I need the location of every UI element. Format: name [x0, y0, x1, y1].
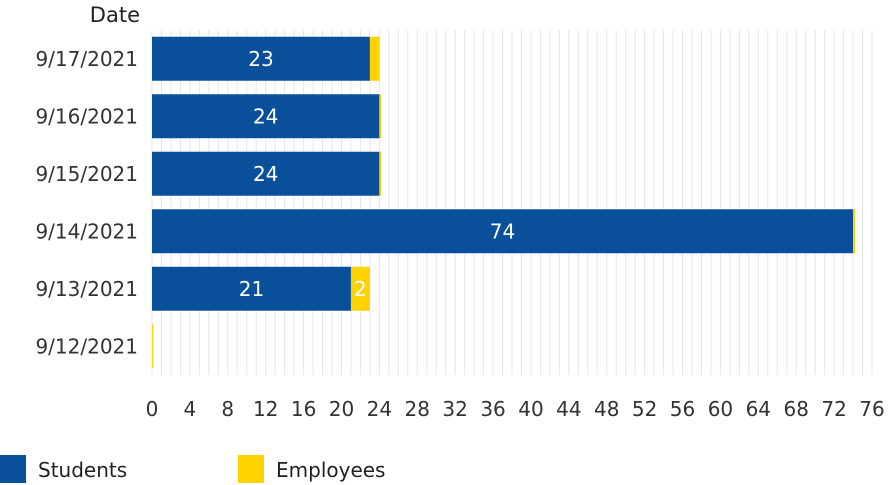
bars: 23 24 24 74 21 2 — [152, 36, 855, 369]
bar-students — [152, 266, 351, 311]
bar-value-label: 2 — [354, 277, 367, 301]
bar-employees — [379, 94, 382, 139]
bar-value-label: 23 — [248, 47, 273, 71]
grid-lines — [151, 30, 873, 375]
legend-swatch-students — [0, 455, 26, 483]
bar-employees — [350, 266, 370, 311]
x-tick-label: 68 — [783, 397, 808, 421]
legend-swatch-employees — [238, 455, 264, 483]
bar-employees — [379, 151, 382, 196]
x-tick-label: 16 — [291, 397, 316, 421]
bar-students — [152, 209, 854, 254]
y-axis-title: Date — [90, 3, 140, 27]
x-tick-label: 60 — [708, 397, 733, 421]
x-tick-label: 72 — [821, 397, 846, 421]
y-axis-labels: 9/17/2021 9/16/2021 9/15/2021 9/14/2021 9/13… — [35, 47, 138, 359]
x-tick-label: 20 — [329, 397, 354, 421]
bar-students — [152, 94, 380, 139]
x-tick-label: 40 — [518, 397, 543, 421]
y-tick-label: 9/14/2021 — [35, 219, 138, 243]
x-tick-label: 8 — [221, 397, 234, 421]
legend: Students Employees — [0, 455, 385, 483]
x-tick-label: 48 — [594, 397, 619, 421]
y-tick-label: 9/13/2021 — [35, 277, 138, 301]
x-tick-label: 56 — [670, 397, 695, 421]
legend-label-students: Students — [38, 458, 127, 482]
x-tick-label: 32 — [442, 397, 467, 421]
x-tick-label: 52 — [632, 397, 657, 421]
y-tick-label: 9/15/2021 — [35, 162, 138, 186]
x-tick-label: 12 — [253, 397, 278, 421]
bar-employees — [853, 209, 855, 254]
y-tick-label: 9/16/2021 — [35, 104, 138, 128]
x-tick-label: 28 — [405, 397, 430, 421]
x-tick-label: 76 — [859, 397, 884, 421]
bar-employees — [152, 324, 153, 369]
x-axis-labels: 0 4 8 12 16 20 24 28 32 36 40 44 48 52 56 60 64 68 72 76 — [146, 397, 885, 421]
x-tick-label: 4 — [184, 397, 197, 421]
bar-value-label: 21 — [239, 277, 264, 301]
bar-students — [152, 36, 370, 81]
x-tick-label: 64 — [746, 397, 771, 421]
legend-label-employees: Employees — [276, 458, 385, 482]
bar-employees — [369, 36, 380, 81]
bar-value-label: 24 — [253, 162, 278, 186]
x-tick-label: 24 — [367, 397, 392, 421]
bar-value-label: 24 — [253, 104, 278, 128]
x-tick-label: 44 — [556, 397, 581, 421]
x-tick-label: 0 — [146, 397, 159, 421]
x-tick-label: 36 — [480, 397, 505, 421]
y-tick-label: 9/17/2021 — [35, 47, 138, 71]
bar-students — [152, 151, 380, 196]
y-tick-label: 9/12/2021 — [35, 334, 138, 358]
bar-value-label: 74 — [490, 219, 515, 243]
